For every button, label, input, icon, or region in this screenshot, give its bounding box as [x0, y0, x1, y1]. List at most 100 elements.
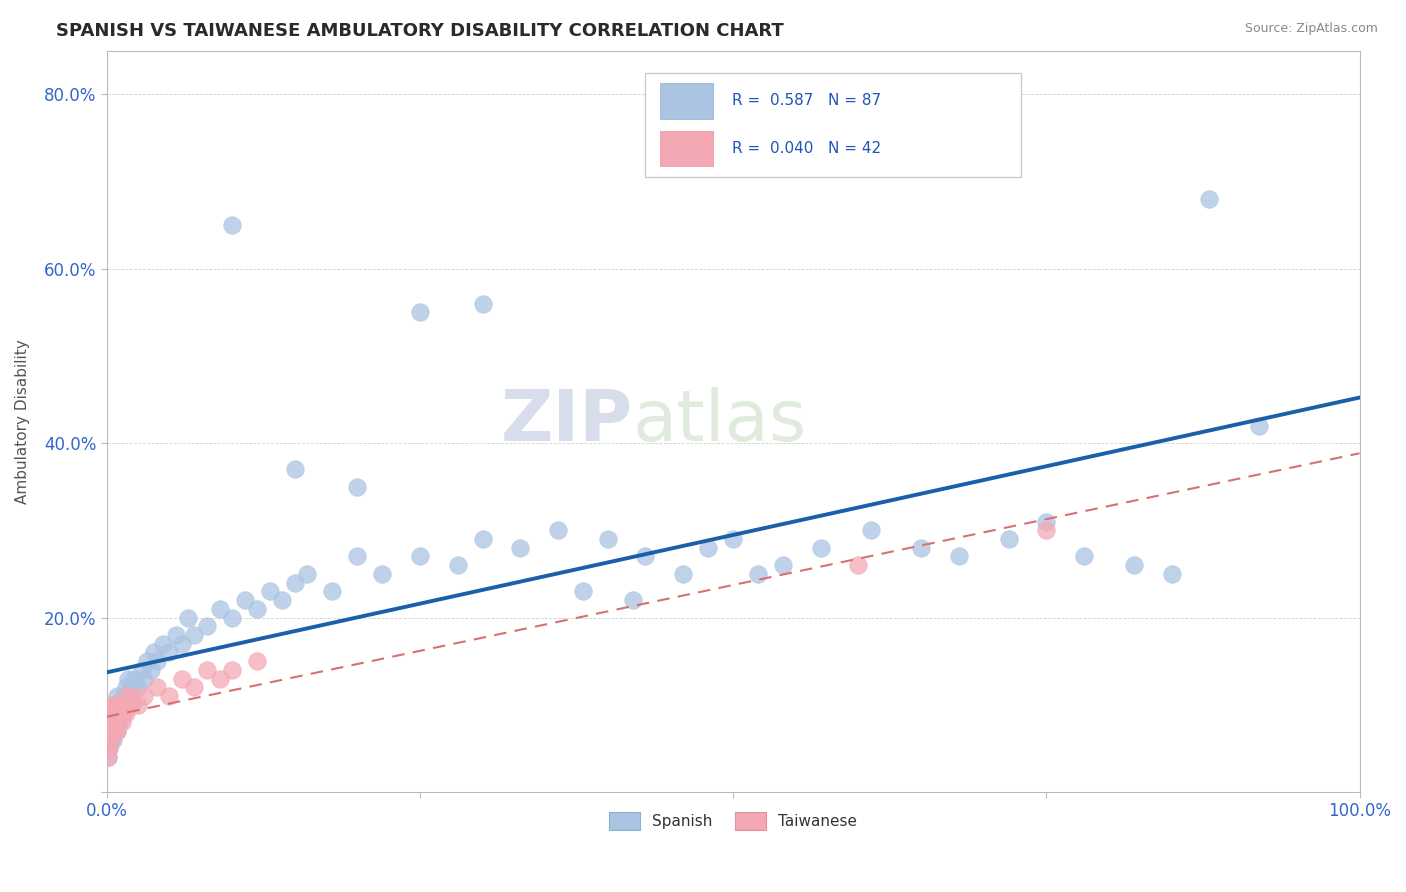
Point	[195, 619, 218, 633]
Point	[910, 541, 932, 555]
Point	[948, 549, 970, 564]
Point	[997, 532, 1019, 546]
Point	[1035, 524, 1057, 538]
Point	[112, 698, 135, 712]
Point	[101, 715, 124, 730]
Point	[697, 541, 720, 555]
Point	[101, 732, 124, 747]
Point	[471, 532, 494, 546]
Point	[634, 549, 657, 564]
Point	[98, 741, 121, 756]
Point	[118, 689, 141, 703]
Point	[346, 549, 368, 564]
Point	[101, 706, 124, 721]
Point	[112, 706, 135, 721]
Point	[721, 532, 744, 546]
Point	[107, 706, 129, 721]
Point	[124, 672, 146, 686]
Point	[111, 706, 134, 721]
Point	[121, 698, 143, 712]
Point	[246, 654, 269, 668]
Point	[297, 566, 319, 581]
Point	[110, 698, 132, 712]
Point	[509, 541, 531, 555]
Point	[100, 706, 122, 721]
Point	[97, 732, 120, 747]
Point	[131, 663, 153, 677]
Point	[101, 715, 124, 730]
Point	[1123, 558, 1146, 573]
Point	[1160, 566, 1182, 581]
Point	[115, 698, 138, 712]
Point	[747, 566, 769, 581]
Point	[101, 698, 124, 712]
Point	[139, 663, 162, 677]
Point	[97, 750, 120, 764]
Point	[409, 549, 432, 564]
Point	[859, 524, 882, 538]
Point	[1073, 549, 1095, 564]
Point	[100, 732, 122, 747]
Point	[98, 741, 121, 756]
Point	[271, 593, 294, 607]
Point	[105, 706, 128, 721]
Point	[134, 689, 156, 703]
Point	[105, 689, 128, 703]
Point	[104, 715, 127, 730]
Point	[104, 698, 127, 712]
Point	[97, 723, 120, 738]
Point	[112, 698, 135, 712]
Point	[107, 698, 129, 712]
Point	[114, 706, 136, 721]
Point	[127, 681, 149, 695]
Point	[98, 723, 121, 738]
Point	[127, 698, 149, 712]
Point	[1198, 192, 1220, 206]
Point	[221, 218, 243, 232]
Point	[98, 715, 121, 730]
Point	[104, 715, 127, 730]
Y-axis label: Ambulatory Disability: Ambulatory Disability	[15, 339, 30, 504]
Legend: Spanish, Taiwanese: Spanish, Taiwanese	[603, 806, 863, 836]
Text: Source: ZipAtlas.com: Source: ZipAtlas.com	[1244, 22, 1378, 36]
Point	[100, 715, 122, 730]
Point	[103, 706, 125, 721]
Point	[170, 637, 193, 651]
Text: SPANISH VS TAIWANESE AMBULATORY DISABILITY CORRELATION CHART: SPANISH VS TAIWANESE AMBULATORY DISABILI…	[56, 22, 785, 40]
Text: atlas: atlas	[633, 387, 807, 456]
Point	[103, 723, 125, 738]
Point	[152, 637, 174, 651]
Point	[221, 610, 243, 624]
Point	[115, 689, 138, 703]
Point	[105, 723, 128, 738]
Point	[672, 566, 695, 581]
Point	[371, 566, 394, 581]
Point	[1035, 515, 1057, 529]
Point	[134, 672, 156, 686]
Point	[103, 723, 125, 738]
Point	[97, 750, 120, 764]
Point	[195, 663, 218, 677]
Point	[97, 723, 120, 738]
Point	[121, 689, 143, 703]
Point	[120, 681, 142, 695]
Point	[100, 732, 122, 747]
Point	[547, 524, 569, 538]
Point	[135, 654, 157, 668]
Point	[159, 689, 181, 703]
Point	[104, 706, 127, 721]
Text: ZIP: ZIP	[501, 387, 633, 456]
Point	[848, 558, 870, 573]
Point	[165, 628, 187, 642]
Point	[159, 645, 181, 659]
Point	[259, 584, 281, 599]
Point	[146, 654, 169, 668]
Point	[572, 584, 595, 599]
Point	[105, 723, 128, 738]
Point	[108, 706, 131, 721]
Point	[114, 681, 136, 695]
Point	[321, 584, 343, 599]
Point	[221, 663, 243, 677]
Point	[100, 706, 122, 721]
Point	[117, 672, 139, 686]
